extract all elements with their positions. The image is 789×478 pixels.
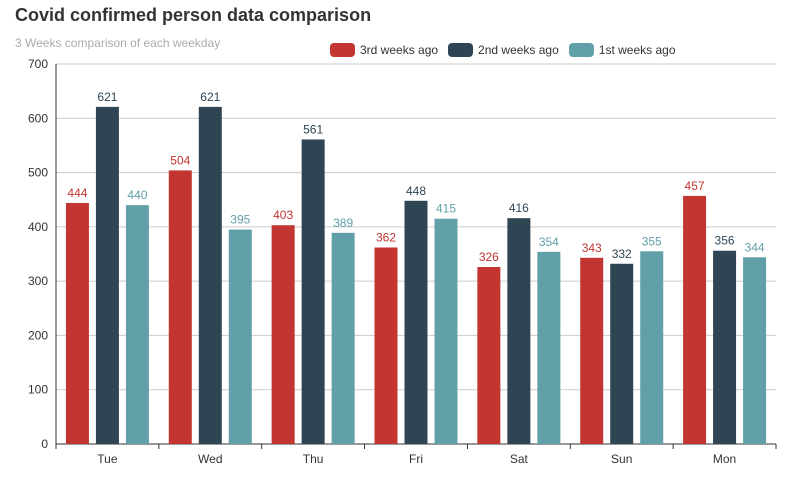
bar-label-1st-weeks-ago-sat: 354 — [539, 235, 559, 249]
legend-label-3rd-weeks-ago: 3rd weeks ago — [360, 43, 439, 57]
bar-3rd-weeks-ago-mon — [683, 195, 707, 444]
bar-3rd-weeks-ago-tue — [65, 202, 89, 444]
bar-label-3rd-weeks-ago-wed: 504 — [170, 153, 190, 167]
bar-label-1st-weeks-ago-wed: 395 — [230, 213, 250, 227]
chart-title: Covid confirmed person data comparison — [15, 5, 372, 25]
bar-label-2nd-weeks-ago-sun: 332 — [612, 247, 632, 261]
bar-2nd-weeks-ago-fri — [404, 200, 428, 444]
bar-2nd-weeks-ago-sun — [610, 263, 634, 444]
bar-2nd-weeks-ago-sat — [507, 218, 531, 444]
bar-label-2nd-weeks-ago-thu: 561 — [303, 122, 323, 136]
bar-3rd-weeks-ago-wed — [168, 170, 192, 444]
bar-3rd-weeks-ago-sun — [580, 257, 604, 444]
bar-1st-weeks-ago-tue — [125, 205, 149, 444]
bar-2nd-weeks-ago-mon — [713, 250, 737, 444]
bar-1st-weeks-ago-wed — [228, 229, 252, 444]
bar-label-1st-weeks-ago-thu: 389 — [333, 216, 353, 230]
bar-label-3rd-weeks-ago-thu: 403 — [273, 208, 293, 222]
y-tick-label-500: 500 — [28, 166, 48, 180]
bar-3rd-weeks-ago-thu — [271, 225, 295, 444]
bar-label-2nd-weeks-ago-sat: 416 — [509, 201, 529, 215]
legend: 3rd weeks ago 2nd weeks ago 1st weeks ag… — [330, 43, 676, 57]
bar-3rd-weeks-ago-sat — [477, 267, 501, 444]
y-tick-label-100: 100 — [28, 383, 48, 397]
y-tick-label-0: 0 — [41, 437, 48, 451]
bar-label-3rd-weeks-ago-mon: 457 — [685, 179, 705, 193]
bar-1st-weeks-ago-sun — [640, 251, 664, 444]
bar-1st-weeks-ago-fri — [434, 218, 458, 444]
bar-label-3rd-weeks-ago-sat: 326 — [479, 250, 499, 264]
y-tick-label-400: 400 — [28, 220, 48, 234]
bar-label-3rd-weeks-ago-sun: 343 — [582, 241, 602, 255]
x-tick-label-tue: Tue — [97, 452, 118, 466]
legend-swatch-2nd-weeks-ago — [448, 43, 474, 57]
bar-3rd-weeks-ago-fri — [374, 247, 398, 444]
bar-1st-weeks-ago-sat — [537, 251, 561, 444]
legend-item-3rd-weeks-ago[interactable]: 3rd weeks ago — [330, 43, 438, 57]
legend-label-1st-weeks-ago: 1st weeks ago — [598, 43, 676, 57]
bar-label-1st-weeks-ago-tue: 440 — [127, 188, 147, 202]
legend-swatch-1st-weeks-ago — [568, 43, 594, 57]
bar-2nd-weeks-ago-wed — [198, 106, 222, 444]
legend-item-1st-weeks-ago[interactable]: 1st weeks ago — [568, 43, 676, 57]
bar-1st-weeks-ago-mon — [743, 257, 767, 444]
legend-swatch-3rd-weeks-ago — [330, 43, 355, 57]
bar-label-1st-weeks-ago-mon: 344 — [745, 240, 765, 254]
x-tick-label-mon: Mon — [713, 452, 736, 466]
bar-2nd-weeks-ago-tue — [95, 106, 119, 444]
x-tick-label-wed: Wed — [198, 452, 222, 466]
legend-item-2nd-weeks-ago[interactable]: 2nd weeks ago — [448, 43, 559, 57]
y-tick-label-600: 600 — [28, 111, 48, 125]
legend-label-2nd-weeks-ago: 2nd weeks ago — [478, 43, 559, 57]
y-tick-label-200: 200 — [28, 328, 48, 342]
bar-2nd-weeks-ago-thu — [301, 139, 325, 444]
x-tick-label-fri: Fri — [409, 452, 423, 466]
bar-label-2nd-weeks-ago-mon: 356 — [715, 234, 735, 248]
bar-label-3rd-weeks-ago-tue: 444 — [67, 186, 87, 200]
chart-subtitle: 3 Weeks comparison of each weekday — [15, 36, 221, 50]
bar-label-1st-weeks-ago-sun: 355 — [642, 234, 662, 248]
bar-1st-weeks-ago-thu — [331, 232, 355, 444]
x-tick-label-sun: Sun — [611, 452, 632, 466]
bar-label-2nd-weeks-ago-tue: 621 — [97, 90, 117, 104]
x-tick-label-thu: Thu — [303, 452, 324, 466]
y-tick-label-300: 300 — [28, 274, 48, 288]
y-tick-label-700: 700 — [28, 57, 48, 71]
bar-label-2nd-weeks-ago-wed: 621 — [200, 90, 220, 104]
x-tick-label-sat: Sat — [510, 452, 529, 466]
bar-label-1st-weeks-ago-fri: 415 — [436, 202, 456, 216]
bar-label-3rd-weeks-ago-fri: 362 — [376, 230, 396, 244]
bar-label-2nd-weeks-ago-fri: 448 — [406, 184, 426, 198]
